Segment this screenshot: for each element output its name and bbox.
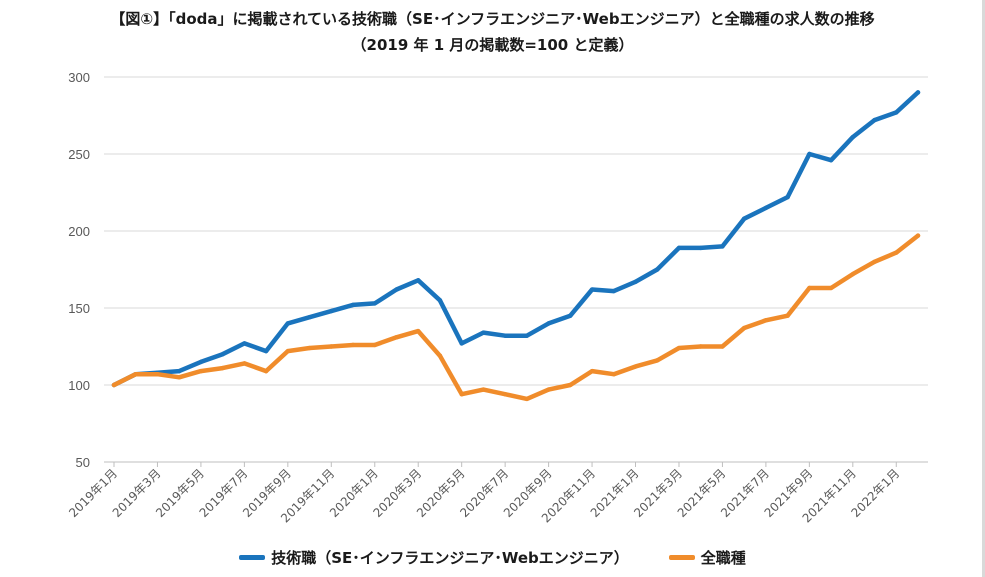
data-point-1-35: [872, 259, 877, 264]
data-point-0-5: [220, 352, 225, 357]
data-point-0-18: [502, 333, 508, 338]
y-tick-label-250: 250: [68, 147, 90, 162]
data-point-1-30: [763, 318, 769, 323]
data-point-1-19: [524, 396, 530, 402]
data-point-0-19: [524, 333, 530, 338]
data-point-0-16: [459, 341, 464, 346]
data-point-0-36: [894, 110, 899, 115]
data-point-0-6: [242, 341, 247, 346]
data-point-0-30: [763, 205, 769, 211]
data-point-1-36: [894, 250, 899, 255]
data-point-1-16: [459, 392, 464, 397]
data-point-1-23: [611, 372, 616, 377]
data-point-1-37: [915, 233, 921, 238]
data-point-1-26: [676, 345, 682, 351]
data-point-1-9: [307, 345, 312, 351]
data-point-1-10: [329, 344, 334, 349]
data-point-1-8: [285, 348, 291, 354]
data-point-0-33: [828, 157, 834, 163]
data-point-1-29: [741, 325, 747, 331]
data-point-1-6: [242, 361, 247, 366]
data-point-0-20: [546, 321, 551, 326]
data-point-0-17: [481, 330, 486, 335]
data-point-0-23: [611, 288, 616, 294]
data-point-0-28: [720, 244, 725, 249]
data-point-1-21: [568, 382, 573, 388]
data-point-1-7: [263, 368, 269, 374]
data-point-0-14: [416, 278, 421, 283]
legend-swatch-tech: [239, 555, 266, 560]
data-point-1-4: [198, 368, 204, 374]
data-point-1-24: [633, 364, 638, 369]
y-tick-label-150: 150: [68, 301, 90, 316]
frame-edge: [982, 0, 985, 577]
data-point-0-3: [176, 368, 182, 374]
data-point-1-28: [720, 344, 725, 349]
y-tick-label-300: 300: [68, 70, 90, 85]
data-point-0-27: [698, 245, 703, 251]
legend-swatch-all: [668, 555, 695, 560]
data-point-1-1: [133, 372, 138, 377]
data-point-1-18: [502, 392, 508, 397]
data-point-1-0: [111, 382, 117, 388]
legend-item-all: 全職種: [668, 547, 746, 568]
data-point-1-33: [828, 285, 834, 291]
data-point-1-3: [176, 375, 182, 380]
chart-title: 【図①】「doda」に掲載されている技術職（SE･インフラエンジニア･Webエン…: [110, 10, 875, 28]
data-point-0-21: [568, 313, 573, 318]
data-point-0-29: [741, 216, 747, 221]
data-point-0-15: [437, 298, 443, 303]
data-point-0-7: [263, 348, 269, 354]
data-point-0-12: [372, 301, 377, 306]
legend-item-tech: 技術職（SE･インフラエンジニア･Webエンジニア）: [239, 547, 629, 568]
data-point-0-26: [676, 245, 682, 251]
chart-legend: 技術職（SE･インフラエンジニア･Webエンジニア） 全職種: [0, 547, 985, 568]
data-point-0-31: [785, 194, 790, 200]
data-point-1-32: [807, 285, 812, 291]
legend-label-tech: 技術職（SE･インフラエンジニア･Webエンジニア）: [271, 549, 629, 567]
data-point-0-37: [915, 90, 921, 95]
data-point-1-14: [416, 328, 421, 334]
data-point-1-15: [437, 353, 443, 358]
data-point-0-9: [307, 315, 312, 320]
y-tick-label-200: 200: [68, 224, 90, 239]
y-tick-label-50: 50: [76, 455, 90, 470]
series-line-0: [111, 90, 921, 388]
data-point-1-34: [850, 271, 856, 277]
chart-subtitle: （2019 年 1 月の掲載数=100 と定義）: [351, 36, 634, 54]
data-point-1-13: [394, 335, 399, 340]
data-point-0-32: [807, 151, 812, 157]
data-point-1-17: [481, 387, 486, 392]
data-point-0-11: [350, 302, 356, 308]
data-point-0-13: [394, 287, 399, 292]
y-tick-label-100: 100: [68, 378, 90, 393]
data-point-1-31: [785, 313, 790, 318]
series-line-1: [111, 233, 921, 402]
data-point-0-22: [589, 287, 595, 292]
data-point-1-2: [155, 372, 160, 377]
data-point-1-5: [220, 365, 225, 371]
data-point-1-25: [655, 358, 660, 363]
data-point-1-12: [372, 342, 377, 348]
data-point-0-10: [329, 308, 334, 314]
chart-title-block: 【図①】「doda」に掲載されている技術職（SE･インフラエンジニア･Webエン…: [0, 8, 985, 56]
data-point-0-35: [872, 117, 877, 123]
data-point-0-24: [633, 279, 638, 285]
data-point-1-20: [546, 387, 551, 392]
data-point-0-25: [655, 267, 660, 272]
data-point-0-8: [285, 321, 291, 326]
data-point-0-34: [850, 134, 856, 140]
data-point-1-11: [350, 342, 356, 348]
data-point-1-27: [698, 344, 703, 349]
legend-label-all: 全職種: [700, 549, 746, 567]
data-point-1-22: [589, 368, 595, 374]
data-point-0-4: [198, 359, 204, 365]
